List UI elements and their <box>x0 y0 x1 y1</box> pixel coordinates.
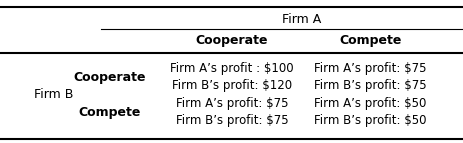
Text: Firm B’s profit: $75: Firm B’s profit: $75 <box>313 79 426 92</box>
Text: Firm A’s profit: $75: Firm A’s profit: $75 <box>175 97 288 110</box>
Text: Firm A: Firm A <box>281 13 320 26</box>
Text: Cooperate: Cooperate <box>73 71 146 84</box>
Text: Compete: Compete <box>78 106 141 119</box>
Text: Compete: Compete <box>338 34 400 47</box>
Text: Firm B: Firm B <box>34 88 73 101</box>
Text: Firm B’s profit: $75: Firm B’s profit: $75 <box>175 114 288 127</box>
Text: Firm A’s profit: $50: Firm A’s profit: $50 <box>313 97 425 110</box>
Text: Firm A’s profit : $100: Firm A’s profit : $100 <box>170 62 293 75</box>
Text: Firm B’s profit: $50: Firm B’s profit: $50 <box>313 114 425 127</box>
Text: Firm A’s profit: $75: Firm A’s profit: $75 <box>313 62 425 75</box>
Text: Cooperate: Cooperate <box>195 34 268 47</box>
Text: Firm B’s profit: $120: Firm B’s profit: $120 <box>172 79 291 92</box>
